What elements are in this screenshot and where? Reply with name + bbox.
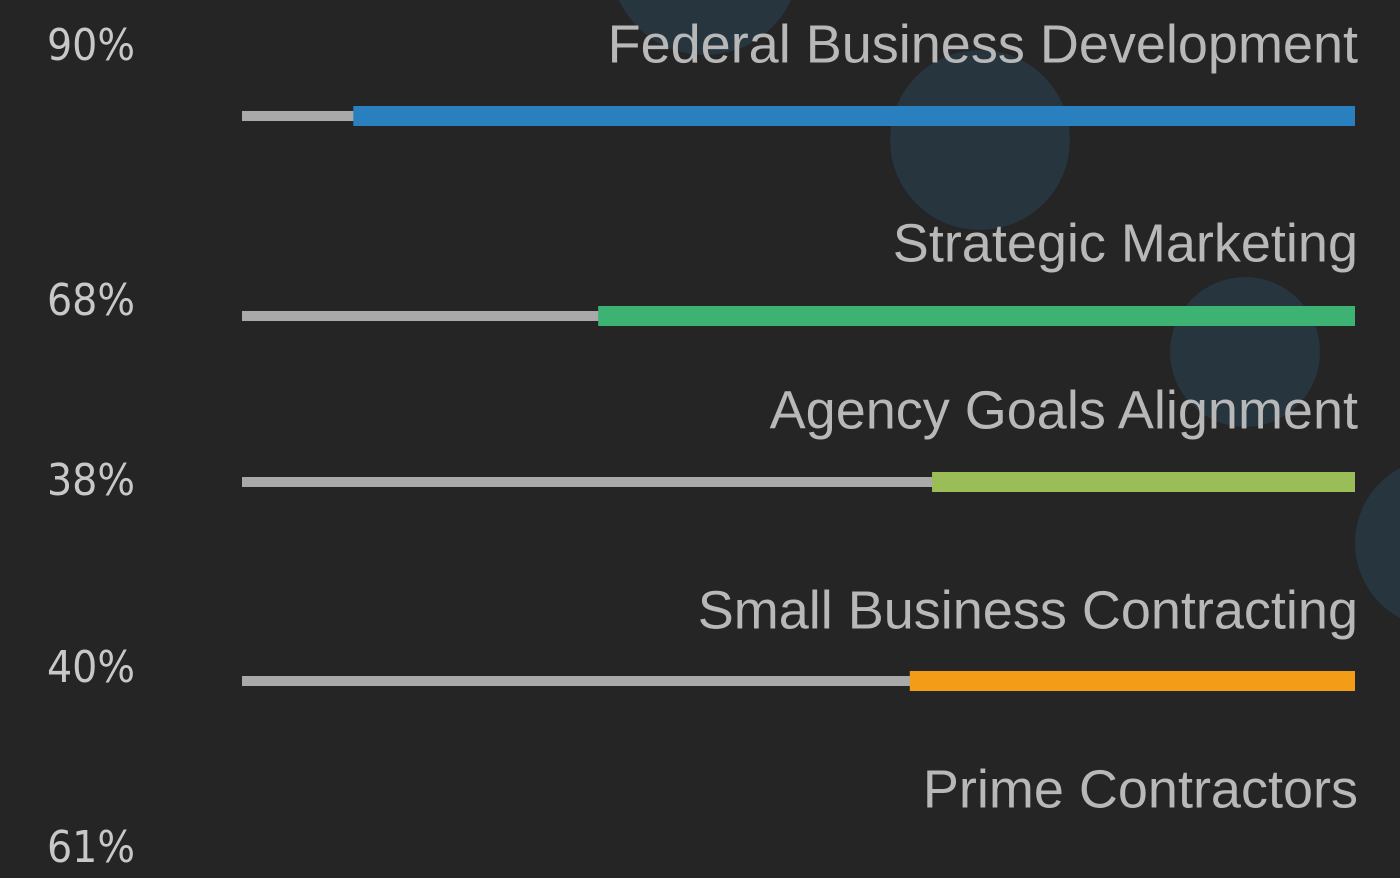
skill-percent: 90%	[47, 20, 135, 71]
skill-name: Prime Contractors	[923, 759, 1358, 819]
skill-percent: 61%	[47, 822, 135, 873]
skill-name: Agency Goals Alignment	[770, 380, 1358, 440]
skill-percent: 68%	[47, 275, 135, 326]
decor-circle	[1355, 468, 1400, 618]
skill-percent: 40%	[47, 642, 135, 693]
bar-fill	[598, 306, 1355, 326]
skill-name: Strategic Marketing	[893, 213, 1358, 273]
bar-fill	[909, 671, 1355, 691]
skill-percent: 38%	[47, 455, 135, 506]
bar-fill	[353, 106, 1355, 126]
decor-circle	[618, 0, 792, 55]
skill-name: Federal Business Development	[608, 14, 1358, 74]
bar-fill	[932, 472, 1355, 492]
decor-circle	[890, 50, 1070, 230]
skill-name: Small Business Contracting	[698, 580, 1358, 640]
bar-track	[242, 676, 1355, 686]
skill-rows: 90% Federal Business Development 68% Strate…	[47, 14, 1358, 873]
bar-track	[242, 477, 1355, 487]
